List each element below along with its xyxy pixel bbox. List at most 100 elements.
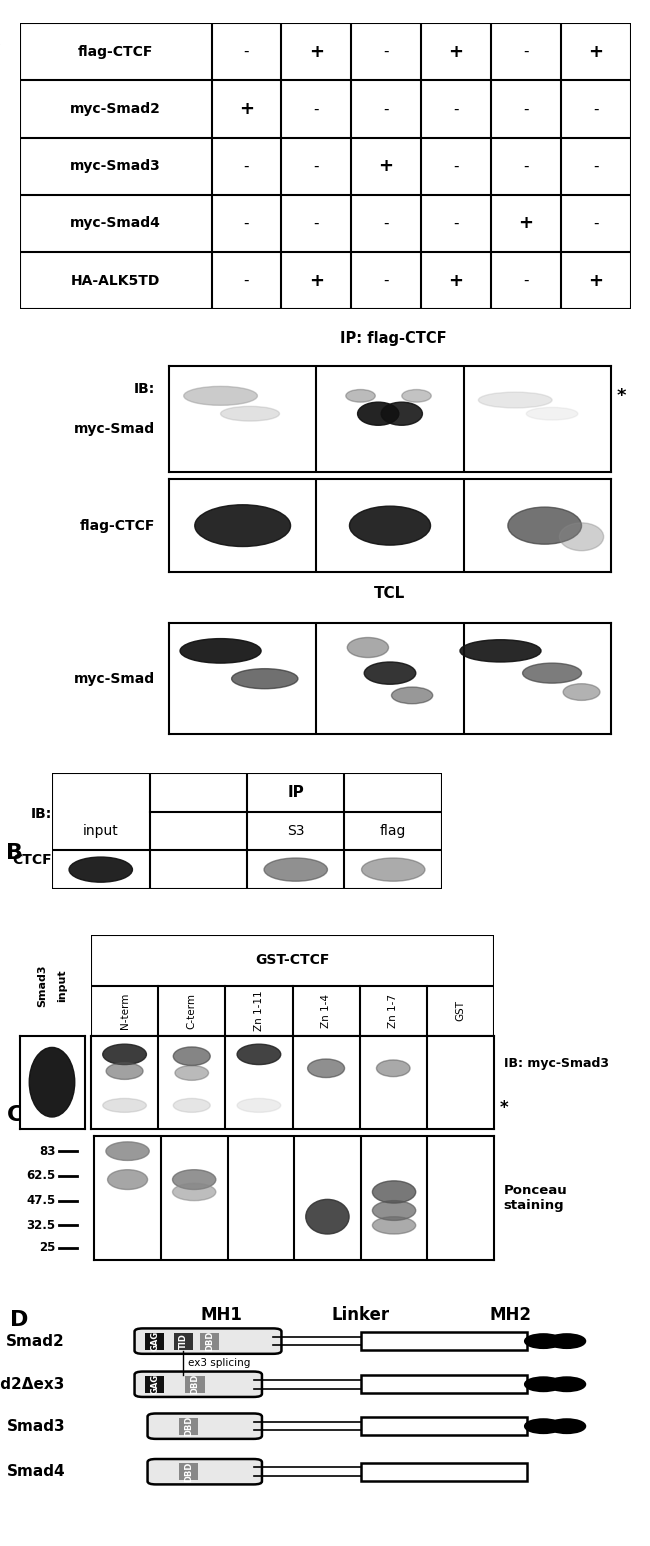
Text: Smad2Δex3: Smad2Δex3 [0, 1377, 65, 1391]
Bar [361, 1463, 526, 1481]
Text: input: input [57, 969, 67, 1002]
Text: P: P [539, 1419, 548, 1433]
Text: IB:: IB: [31, 807, 52, 821]
Text: Smad2: Smad2 [6, 1334, 65, 1348]
Ellipse shape [523, 663, 582, 683]
Ellipse shape [560, 523, 604, 550]
Text: DBD: DBD [184, 1461, 193, 1483]
Text: -: - [593, 159, 599, 173]
Ellipse shape [237, 1044, 281, 1065]
Text: -: - [384, 102, 389, 116]
FancyBboxPatch shape [145, 1376, 164, 1393]
Text: flag-CTCF: flag-CTCF [78, 45, 153, 59]
Circle shape [549, 1334, 585, 1348]
Text: HA-ALK5TD: HA-ALK5TD [71, 274, 160, 288]
Text: input: input [83, 824, 118, 838]
Ellipse shape [231, 669, 298, 688]
Ellipse shape [307, 1059, 344, 1078]
Text: 25: 25 [39, 1241, 55, 1254]
Text: myc-Smad4: myc-Smad4 [70, 216, 161, 230]
Ellipse shape [264, 858, 328, 881]
Text: MH2: MH2 [489, 1306, 531, 1323]
Circle shape [549, 1377, 585, 1391]
Ellipse shape [372, 1217, 416, 1234]
Ellipse shape [184, 386, 257, 405]
Ellipse shape [103, 1044, 146, 1065]
Text: P: P [539, 1334, 548, 1348]
Text: -: - [453, 159, 459, 173]
Text: -: - [244, 274, 249, 288]
Text: Smad3: Smad3 [6, 1419, 65, 1433]
FancyBboxPatch shape [179, 1464, 198, 1480]
FancyBboxPatch shape [135, 1328, 281, 1354]
Ellipse shape [346, 390, 375, 402]
Text: P: P [562, 1419, 571, 1433]
Text: myc-Smad: myc-Smad [74, 422, 155, 436]
Text: TID: TID [179, 1333, 188, 1350]
Text: 83: 83 [39, 1144, 55, 1158]
Text: N-term: N-term [120, 993, 129, 1030]
Text: DBD: DBD [184, 1416, 193, 1436]
Circle shape [525, 1377, 562, 1391]
Ellipse shape [174, 1047, 210, 1065]
Text: -: - [593, 102, 599, 116]
FancyBboxPatch shape [179, 1418, 198, 1435]
Ellipse shape [175, 1065, 209, 1081]
Text: -: - [593, 216, 599, 230]
Text: B: B [6, 843, 23, 863]
Text: GST: GST [456, 1000, 465, 1022]
Text: ex3 splicing: ex3 splicing [188, 1357, 251, 1368]
Text: P: P [539, 1377, 548, 1391]
Text: -: - [313, 159, 319, 173]
Text: +: + [309, 272, 324, 289]
Text: IP: flag-CTCF: IP: flag-CTCF [340, 331, 447, 346]
Text: +: + [378, 158, 394, 175]
Ellipse shape [460, 640, 541, 662]
Text: Smad3: Smad3 [37, 965, 47, 1006]
FancyBboxPatch shape [148, 1459, 262, 1484]
Text: myc-Smad: myc-Smad [74, 671, 155, 686]
Text: GAG: GAG [150, 1331, 159, 1351]
Text: +: + [239, 100, 254, 117]
FancyBboxPatch shape [200, 1333, 219, 1350]
Ellipse shape [106, 1062, 143, 1079]
Text: IB:: IB: [134, 382, 155, 396]
Text: Ponceau
staining: Ponceau staining [504, 1184, 567, 1212]
FancyBboxPatch shape [145, 1333, 164, 1350]
Ellipse shape [108, 1170, 148, 1189]
Bar [361, 1418, 526, 1435]
Text: -: - [244, 159, 249, 173]
Ellipse shape [174, 1098, 210, 1112]
Bar [361, 1333, 526, 1350]
Text: -: - [384, 274, 389, 288]
Text: -: - [523, 159, 528, 173]
Text: myc-Smad3: myc-Smad3 [70, 159, 161, 173]
Circle shape [549, 1419, 585, 1433]
Ellipse shape [376, 1061, 410, 1076]
Ellipse shape [180, 638, 261, 663]
Ellipse shape [347, 637, 389, 657]
Text: 62.5: 62.5 [26, 1169, 55, 1183]
Text: flag-CTCF: flag-CTCF [80, 518, 155, 533]
Ellipse shape [69, 856, 133, 883]
Text: -: - [453, 216, 459, 230]
Ellipse shape [361, 858, 425, 881]
Ellipse shape [508, 507, 582, 544]
Ellipse shape [372, 1181, 416, 1203]
Ellipse shape [172, 1183, 216, 1201]
Text: +: + [448, 43, 463, 60]
Ellipse shape [350, 506, 430, 546]
Text: DBD: DBD [205, 1331, 214, 1351]
Text: +: + [309, 43, 324, 60]
Circle shape [525, 1334, 562, 1348]
Text: -: - [244, 45, 249, 59]
Text: S3: S3 [287, 824, 304, 838]
Text: myc-Smad2: myc-Smad2 [70, 102, 161, 116]
Text: -: - [313, 216, 319, 230]
Text: -: - [453, 102, 459, 116]
Ellipse shape [306, 1200, 349, 1234]
Text: MH1: MH1 [200, 1306, 242, 1323]
Text: flag: flag [380, 824, 406, 838]
Text: IP: IP [287, 785, 304, 799]
Text: GAG: GAG [150, 1374, 159, 1394]
